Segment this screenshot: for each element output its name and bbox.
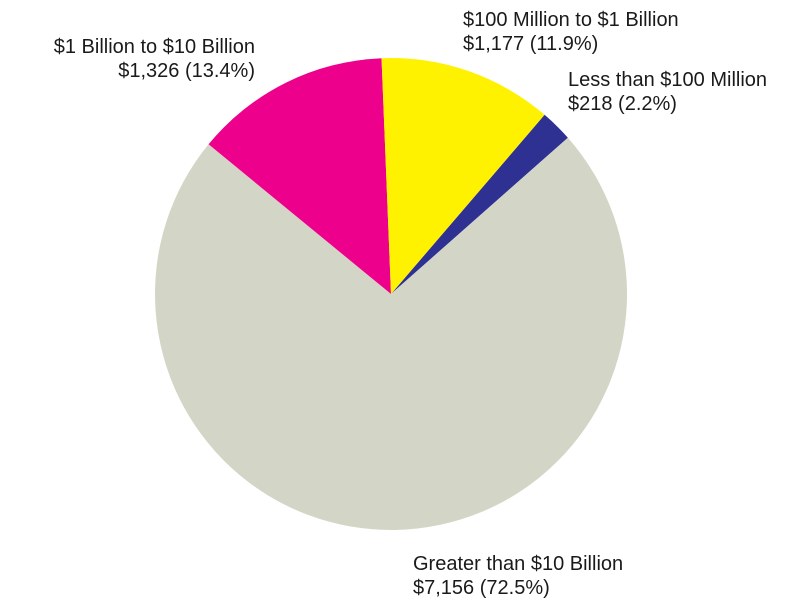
slice-label-100m-to-1b-value: $1,177 (11.9%) bbox=[463, 33, 598, 55]
slice-label-1b-to-10b-name: $1 Billion to $10 Billion bbox=[54, 36, 255, 58]
slice-label-1b-to-10b-value: $1,326 (13.4%) bbox=[118, 60, 255, 82]
pie-slice-less-than-100-million bbox=[391, 114, 568, 294]
pie-slice-100-million-to-1-billion bbox=[381, 57, 545, 294]
slice-label-greater-than-10b-name: Greater than $10 Billion bbox=[413, 553, 623, 575]
slice-label-100m-to-1b-name: $100 Million to $1 Billion bbox=[463, 9, 679, 31]
pie-slice-greater-than-10-billion bbox=[155, 137, 628, 531]
slice-label-less-than-100m-value: $218 (2.2%) bbox=[568, 93, 677, 115]
slice-label-less-than-100m-name: Less than $100 Million bbox=[568, 69, 767, 91]
pie-slice-1-billion-to-10-billion bbox=[208, 58, 391, 294]
pie-slices bbox=[155, 57, 628, 531]
slice-label-greater-than-10b-value: $7,156 (72.5%) bbox=[413, 577, 550, 599]
